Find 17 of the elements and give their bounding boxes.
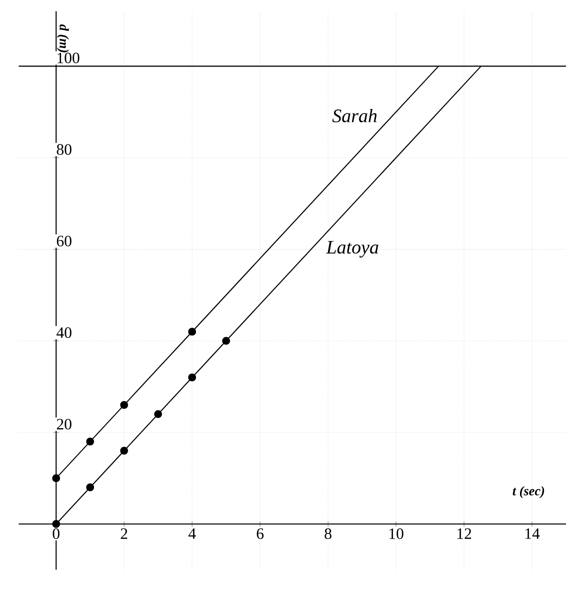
y-tick-label: 80	[57, 144, 72, 155]
y-tick-label: 20	[57, 418, 72, 430]
x-tick-label: 12	[458, 528, 472, 539]
y-tick-label: 60	[57, 236, 72, 246]
x-axis-title: t (sec)	[512, 486, 544, 498]
x-tick-label: 2	[121, 528, 128, 539]
y-tick-label: 100	[58, 52, 80, 64]
y-tick-label: 40	[56, 327, 72, 338]
series-label: Sarah	[332, 108, 377, 122]
x-tick-label: 6	[256, 528, 264, 539]
x-tick-label: 14	[526, 528, 540, 539]
x-tick-label: 0	[52, 528, 60, 540]
series-label: Latoya	[326, 241, 378, 258]
x-tick-label: 4	[188, 528, 196, 539]
x-tick-label: 10	[390, 528, 404, 540]
y-axis-title: d (m)	[57, 24, 70, 52]
x-tick-label: 8	[324, 528, 332, 540]
